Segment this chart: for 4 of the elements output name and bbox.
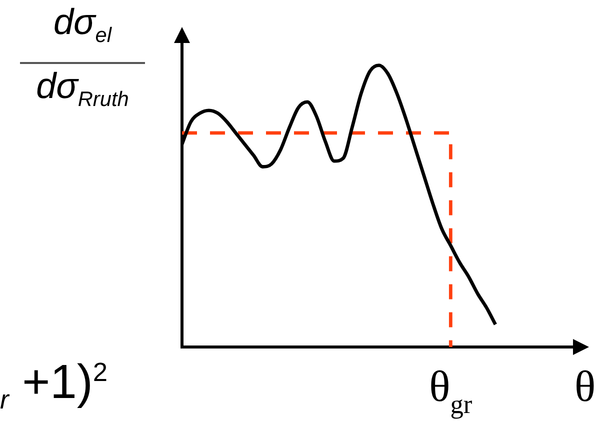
x-tick-label: θ bbox=[574, 362, 596, 412]
y-axis-title: dσ$_{el}$ dσ$_{Rruth}$ bbox=[35, 0, 130, 114]
text: $_{r}$ +1)$^{2}$ bbox=[0, 355, 108, 417]
x-tick-label: θ$_{gr}$ bbox=[429, 362, 472, 419]
